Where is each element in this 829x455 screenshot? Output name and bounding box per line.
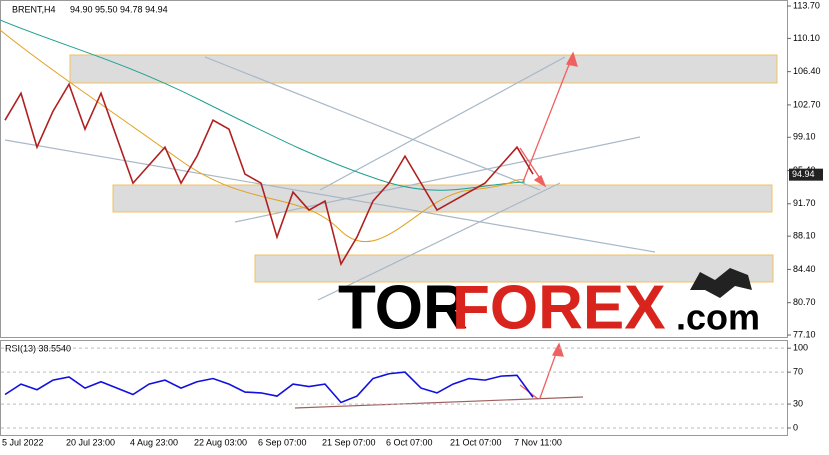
rsi-panel-frame (0, 340, 788, 436)
bull-icon (690, 268, 752, 298)
symbol-title: BRENT,H4 (12, 4, 56, 14)
y-tick-label: 0 (793, 422, 798, 432)
y-tick-label: 70 (793, 367, 803, 377)
last-price-box (789, 168, 823, 181)
x-tick-label: 4 Aug 23:00 (130, 437, 178, 447)
y-tick-label: 84.40 (793, 264, 816, 274)
channel-lines (4, 56, 656, 301)
y-tick-label: 113.70 (793, 0, 820, 10)
watermark: TOR FOREX .com (338, 273, 760, 342)
x-tick-label: 20 Jul 23:00 (66, 437, 115, 447)
y-tick-label: 88.10 (793, 231, 816, 241)
y-tick-label: 102.70 (793, 99, 821, 109)
y-tick-label: 77.10 (793, 329, 816, 339)
moving-average (0, 29, 526, 243)
series-line (4, 371, 534, 404)
last-price-label: 94.94 (792, 169, 815, 179)
ohlc-text: 94.90 95.50 94.78 94.94 (70, 4, 168, 14)
y-tick-label: 30 (793, 398, 803, 408)
price-panel-frame (0, 0, 788, 338)
x-tick-label: 5 Jul 2022 (2, 437, 44, 447)
support-zone (112, 184, 773, 213)
resistance-zone (69, 54, 778, 84)
series-line (4, 82, 534, 267)
watermark-tor: TOR (338, 273, 468, 342)
x-tick-label: 7 Nov 11:00 (514, 437, 562, 447)
support-zone (254, 254, 774, 283)
x-tick-label: 6 Oct 07:00 (386, 437, 433, 447)
y-tick-label: 99.10 (793, 132, 816, 142)
rsi-trendline (294, 396, 584, 409)
x-tick-label: 21 Sep 07:00 (322, 437, 376, 447)
x-tick-label: 21 Oct 07:00 (450, 437, 502, 447)
y-tick-label: 100 (793, 343, 808, 353)
x-tick-label: 6 Sep 07:00 (258, 437, 307, 447)
watermark-com: .com (676, 297, 760, 338)
y-tick-label: 110.10 (793, 33, 820, 43)
moving-average (0, 19, 526, 191)
watermark-forex: FOREX (452, 273, 666, 342)
y-tick-label: 91.70 (793, 198, 816, 208)
y-tick-label: 106.40 (793, 66, 821, 76)
x-tick-label: 22 Aug 03:00 (194, 437, 247, 447)
y-tick-label: 80.70 (793, 297, 816, 307)
